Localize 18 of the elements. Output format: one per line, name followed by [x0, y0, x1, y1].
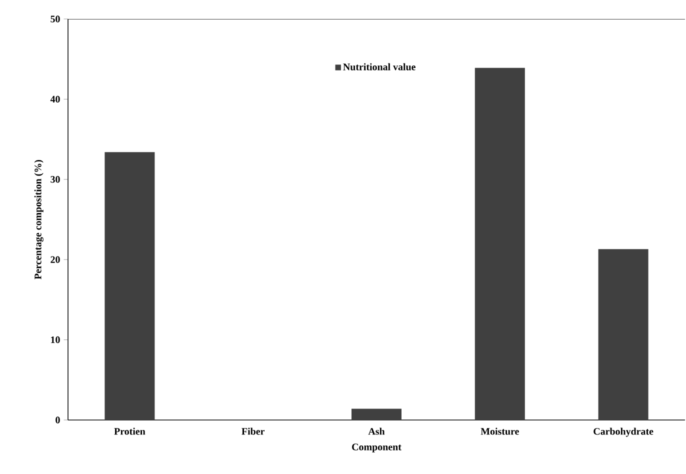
y-tick-label: 10	[51, 336, 60, 344]
y-tick-label: 0	[56, 416, 60, 424]
y-tick-label: 50	[50, 16, 60, 22]
bar	[474, 68, 525, 420]
x-tick-label: Ash	[368, 428, 385, 435]
x-tick-label: Carbohydrate	[594, 428, 654, 437]
x-tick-label: Moisture	[480, 428, 519, 435]
x-tick-label: Fiber	[242, 428, 265, 435]
x-axis-title: Component	[352, 444, 402, 452]
bar	[104, 152, 155, 420]
y-tick-label: 20	[50, 256, 60, 263]
y-tick-label: 40	[50, 96, 60, 103]
bar	[352, 408, 402, 420]
x-tick-label: Protien	[114, 428, 146, 435]
y-axis-title: Percentage composition (%)	[34, 160, 44, 280]
bar	[598, 249, 648, 420]
y-tick-label: 30	[50, 176, 60, 183]
legend-label: Nutritional value	[343, 63, 416, 70]
